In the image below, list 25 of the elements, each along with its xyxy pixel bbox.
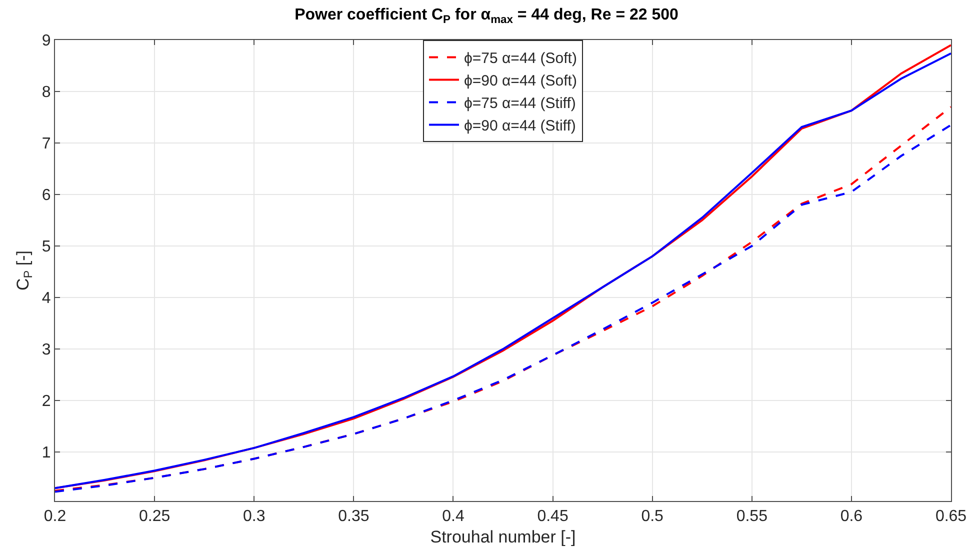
y-tick-label: 3 (42, 342, 51, 359)
y-tick-label: 2 (42, 393, 51, 410)
y-tick-label: 9 (42, 32, 51, 50)
x-tick-label: 0.25 (138, 508, 170, 526)
y-tick-label: 1 (42, 444, 51, 462)
legend-label: ϕ=75 α=44 (Soft) (464, 50, 577, 68)
y-tick-label: 5 (42, 238, 51, 256)
y-tick-label: 4 (42, 290, 51, 308)
chart-title: Power coefficient C$_{P}$ for α$_{max}$ = 44 deg, Re = 22 500 (294, 6, 679, 26)
x-tick-label: 0.4 (442, 508, 464, 526)
legend-label: ϕ=90 α=44 (Stiff) (464, 118, 576, 135)
y-tick-label: 8 (42, 84, 51, 102)
x-tick-label: 0.45 (537, 508, 568, 526)
x-tick-label: 0.3 (242, 508, 266, 526)
y-tick-label: 6 (42, 187, 51, 204)
x-tick-label: 0.6 (840, 508, 863, 526)
x-tick-label: 0.55 (736, 508, 768, 526)
legend-label: ϕ=90 α=44 (Soft) (464, 72, 577, 90)
x-tick-label: 0.5 (641, 508, 664, 526)
x-axis-title: Strouhal number [-] (430, 528, 576, 547)
legend-label: ϕ=75 α=44 (Stiff) (464, 95, 576, 112)
x-tick-label: 0.35 (338, 508, 370, 526)
x-tick-label: 0.2 (44, 508, 66, 526)
y-tick-label: 7 (42, 136, 51, 153)
x-tick-label: 0.65 (935, 508, 967, 526)
